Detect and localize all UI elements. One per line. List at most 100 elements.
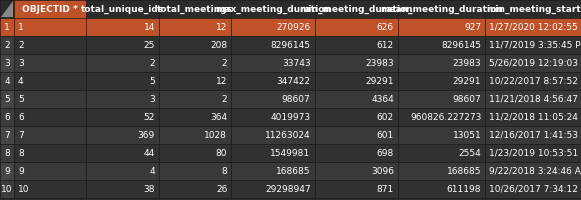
Bar xyxy=(14,54,87,72)
Bar xyxy=(87,18,159,36)
Bar xyxy=(159,108,231,126)
Bar xyxy=(87,144,159,162)
Bar xyxy=(159,162,231,180)
Text: 168685: 168685 xyxy=(276,166,311,176)
Bar xyxy=(314,108,398,126)
Text: 4364: 4364 xyxy=(371,95,394,104)
Bar xyxy=(398,108,485,126)
Text: 960826.227273: 960826.227273 xyxy=(410,112,481,121)
Text: mean_meeting_duration: mean_meeting_duration xyxy=(380,4,503,14)
Bar xyxy=(485,144,581,162)
Text: 6: 6 xyxy=(18,112,24,121)
Bar xyxy=(87,180,159,198)
Bar xyxy=(398,54,485,72)
Text: 26: 26 xyxy=(216,184,227,194)
Text: 11/2/2018 11:05:24 PM: 11/2/2018 11:05:24 PM xyxy=(489,112,581,121)
Text: 2554: 2554 xyxy=(458,148,481,158)
Text: 10: 10 xyxy=(18,184,30,194)
Text: 25: 25 xyxy=(144,40,155,49)
Text: 364: 364 xyxy=(210,112,227,121)
Text: 1/27/2020 12:02:55 PM: 1/27/2020 12:02:55 PM xyxy=(489,22,581,31)
Bar xyxy=(231,54,314,72)
Bar xyxy=(14,126,87,144)
Text: 698: 698 xyxy=(376,148,394,158)
Text: 601: 601 xyxy=(376,130,394,140)
Bar xyxy=(14,0,87,18)
Bar xyxy=(87,162,159,180)
Bar xyxy=(398,180,485,198)
Text: 44: 44 xyxy=(144,148,155,158)
Bar xyxy=(159,36,231,54)
Bar xyxy=(87,36,159,54)
Text: 1028: 1028 xyxy=(205,130,227,140)
Text: 10: 10 xyxy=(1,184,13,194)
Bar xyxy=(159,144,231,162)
Bar xyxy=(87,54,159,72)
Bar xyxy=(159,72,231,90)
Bar xyxy=(231,0,314,18)
Bar xyxy=(398,72,485,90)
Text: 369: 369 xyxy=(138,130,155,140)
Bar xyxy=(314,90,398,108)
Bar xyxy=(231,36,314,54)
Text: 9/22/2018 3:24:46 AM: 9/22/2018 3:24:46 AM xyxy=(489,166,581,176)
Text: 347422: 347422 xyxy=(277,76,311,86)
Text: total_unique_ids: total_unique_ids xyxy=(81,4,164,14)
Text: 3096: 3096 xyxy=(371,166,394,176)
Bar xyxy=(0,108,14,126)
Text: 23983: 23983 xyxy=(365,58,394,68)
Text: 7: 7 xyxy=(18,130,24,140)
Bar xyxy=(398,90,485,108)
Bar xyxy=(485,162,581,180)
Text: 208: 208 xyxy=(210,40,227,49)
Bar xyxy=(14,180,87,198)
Text: 270926: 270926 xyxy=(277,22,311,31)
Text: 2: 2 xyxy=(149,58,155,68)
Text: 11263024: 11263024 xyxy=(265,130,311,140)
Bar xyxy=(159,18,231,36)
Bar xyxy=(398,126,485,144)
Bar xyxy=(398,162,485,180)
Bar xyxy=(314,144,398,162)
Bar xyxy=(314,36,398,54)
Text: 12: 12 xyxy=(216,76,227,86)
Bar xyxy=(314,0,398,18)
Bar xyxy=(231,108,314,126)
Text: 1: 1 xyxy=(18,22,24,31)
Text: 12: 12 xyxy=(216,22,227,31)
Bar xyxy=(0,72,14,90)
Text: 11/21/2018 4:56:47 AM: 11/21/2018 4:56:47 AM xyxy=(489,95,581,104)
Bar xyxy=(0,180,14,198)
Text: 4019973: 4019973 xyxy=(270,112,311,121)
Bar xyxy=(398,144,485,162)
Bar xyxy=(159,180,231,198)
Text: 29291: 29291 xyxy=(365,76,394,86)
Bar xyxy=(159,54,231,72)
Text: 8296145: 8296145 xyxy=(271,40,311,49)
Text: 626: 626 xyxy=(376,22,394,31)
Bar xyxy=(0,162,14,180)
Text: 2: 2 xyxy=(18,40,24,49)
Text: 10/22/2017 8:57:52 AM: 10/22/2017 8:57:52 AM xyxy=(489,76,581,86)
Text: 14: 14 xyxy=(144,22,155,31)
Text: 3: 3 xyxy=(18,58,24,68)
Bar xyxy=(231,18,314,36)
Bar xyxy=(398,0,485,18)
Bar xyxy=(485,18,581,36)
Bar xyxy=(485,126,581,144)
Text: 29291: 29291 xyxy=(453,76,481,86)
Text: 98607: 98607 xyxy=(282,95,311,104)
Text: 8: 8 xyxy=(221,166,227,176)
Bar xyxy=(231,162,314,180)
Text: 13051: 13051 xyxy=(453,130,481,140)
Text: 12/16/2017 1:41:53 PM: 12/16/2017 1:41:53 PM xyxy=(489,130,581,140)
Bar xyxy=(14,72,87,90)
Bar xyxy=(314,18,398,36)
Bar xyxy=(0,90,14,108)
Text: 52: 52 xyxy=(144,112,155,121)
Bar xyxy=(159,0,231,18)
Text: 612: 612 xyxy=(376,40,394,49)
Text: 602: 602 xyxy=(376,112,394,121)
Text: 4: 4 xyxy=(149,166,155,176)
Text: 2: 2 xyxy=(4,40,10,49)
